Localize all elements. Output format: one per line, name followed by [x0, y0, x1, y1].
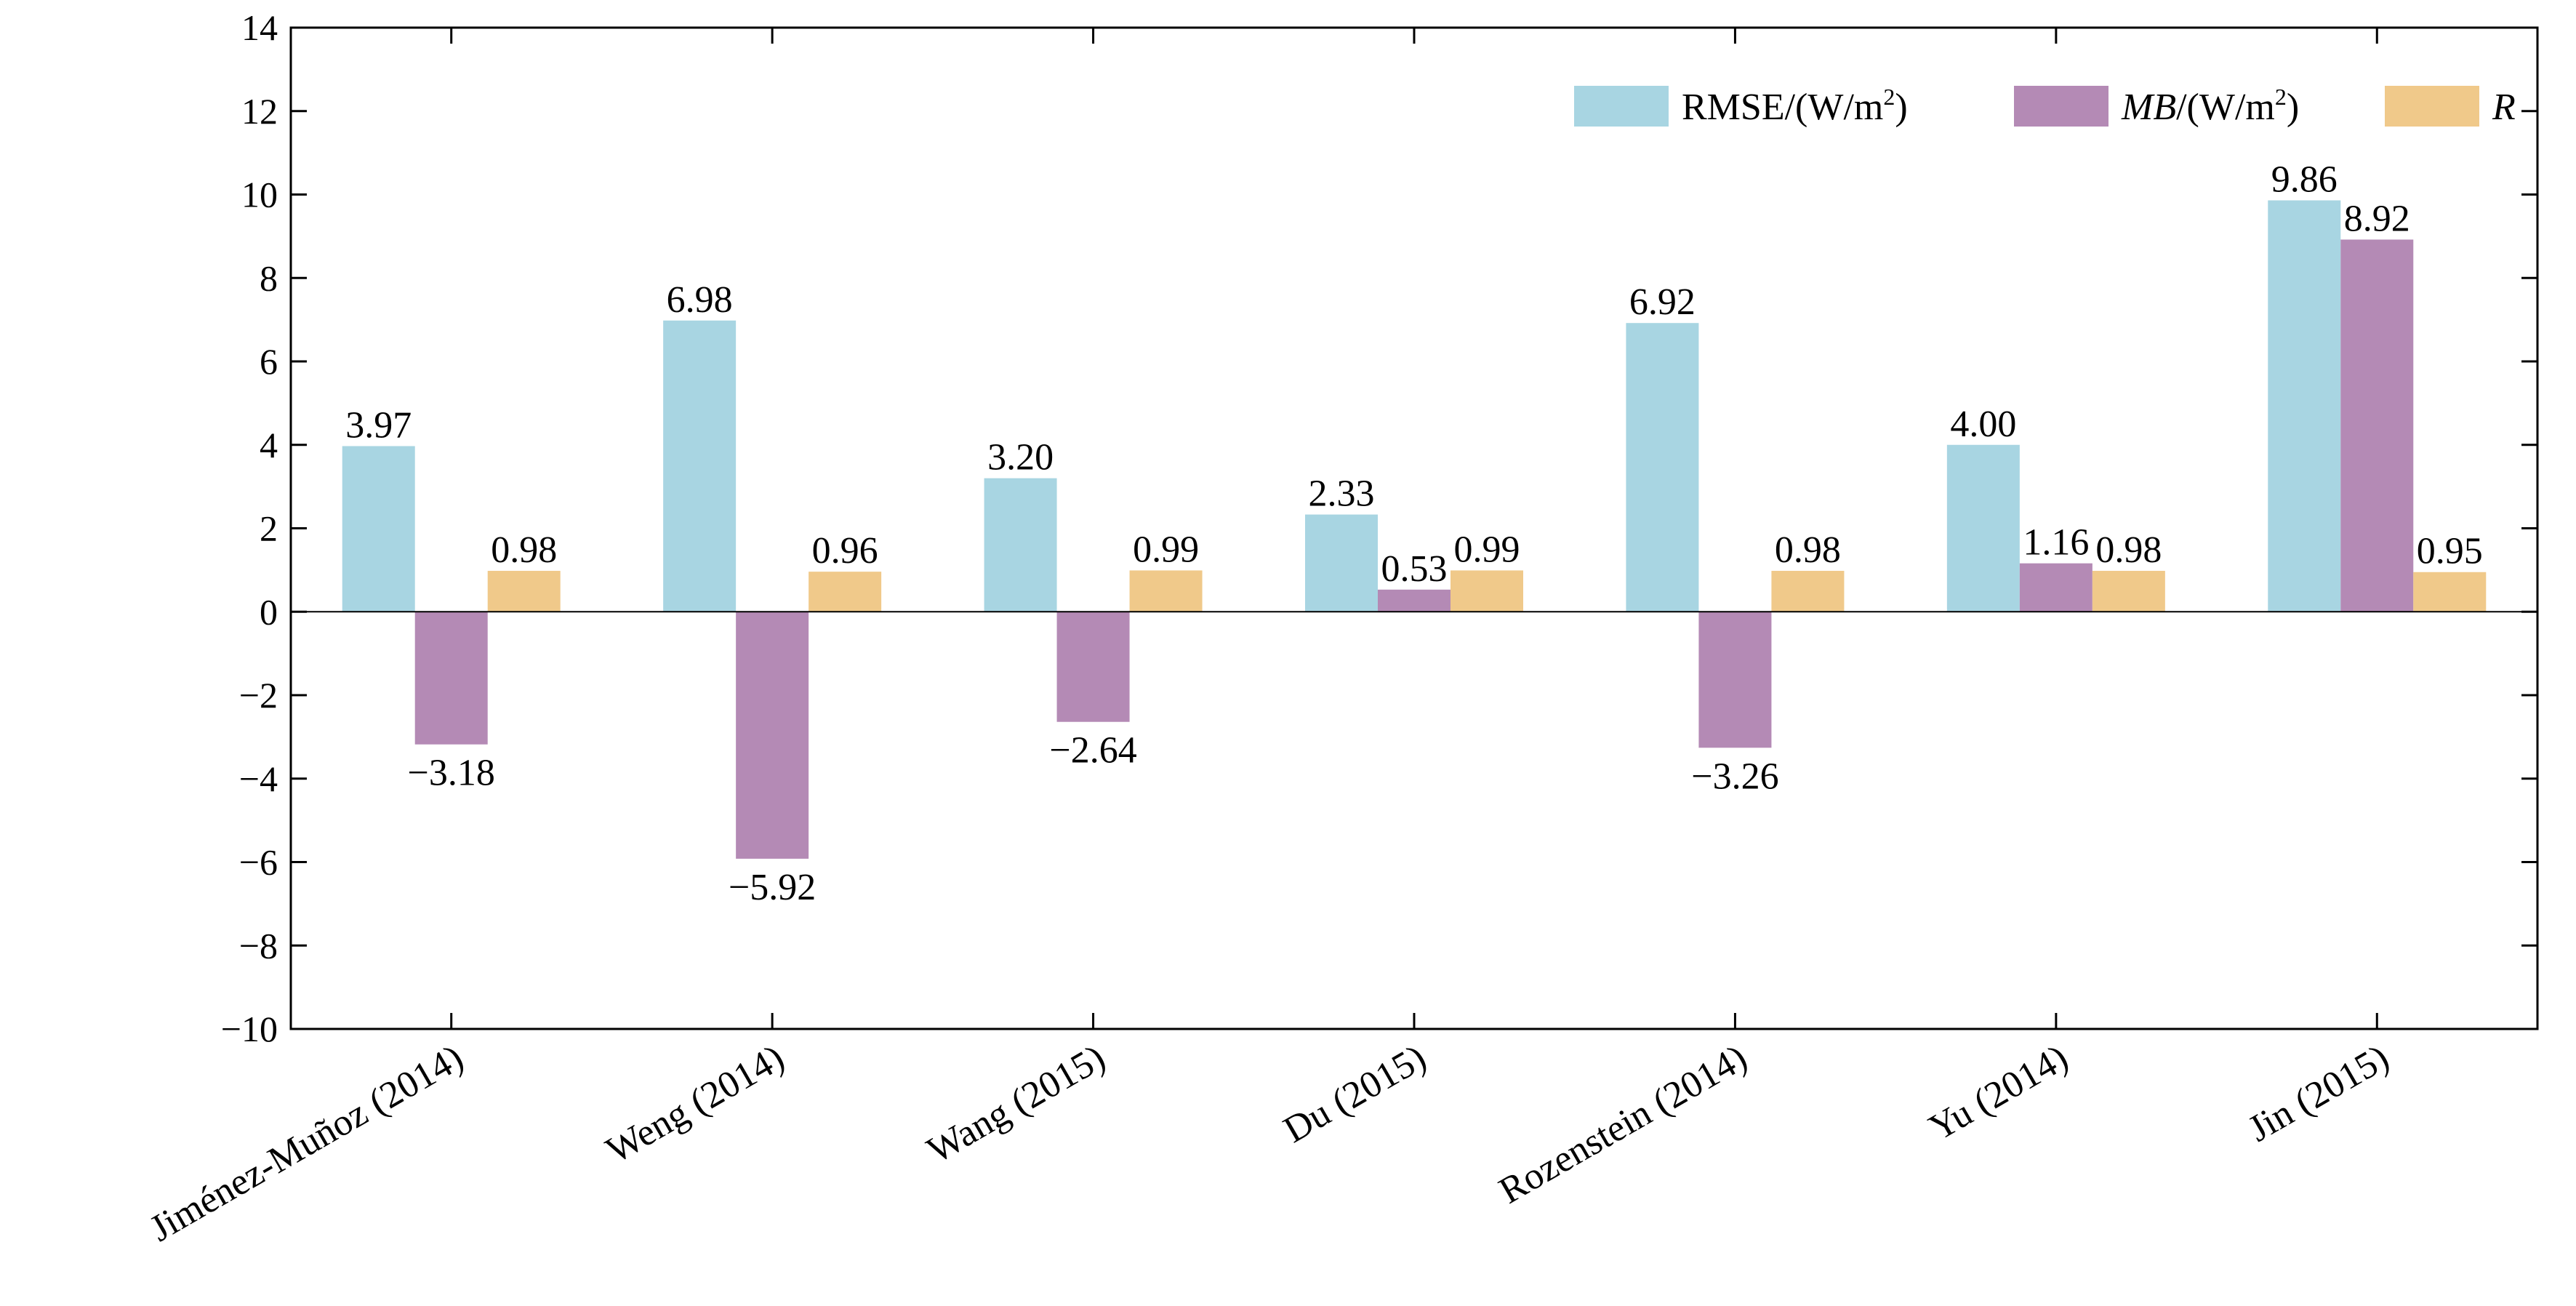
y-tick-label-2: −6 [239, 842, 278, 883]
axes-layer: −10 −8 −6 −4 −2 0 2 4 6 8 10 12 14 Jiménez-Muñoz (201… [143, 7, 2539, 1250]
bar-series-1-cat-5 [2019, 563, 2093, 612]
bar-series-2-cat-6 [2413, 572, 2487, 612]
y-tick-label-9: 8 [260, 257, 278, 298]
bar-series-2-cat-1 [808, 572, 882, 612]
bar-series-2-cat-0 [487, 571, 561, 612]
data-label-series-0-cat-3: 2.33 [1309, 473, 1375, 515]
bar-series-2-cat-2 [1129, 570, 1203, 612]
data-label-series-2-cat-5: 0.98 [2095, 529, 2162, 571]
data-label-series-1-cat-4: −3.26 [1691, 756, 1778, 797]
data-label-series-1-cat-0: −3.18 [408, 753, 495, 794]
legend-main-1: /(W/m [2176, 87, 2275, 128]
data-labels-layer: 3.97 6.98 3.20 2.33 6.92 4.00 9.86 −3.18 −5.92 −2… [345, 159, 2483, 908]
bar-series-0-cat-3 [1305, 514, 1378, 612]
data-label-series-1-cat-2: −2.64 [1049, 730, 1136, 772]
category-label-6: Jin (2015) [2242, 1037, 2396, 1150]
data-label-series-1-cat-6: 8.92 [2344, 198, 2410, 239]
legend-tail-1: ) [2287, 87, 2299, 128]
y-tick-label-7: 4 [260, 425, 278, 465]
legend-sup-0: 2 [1883, 84, 1895, 110]
bar-series-2-cat-4 [1771, 571, 1845, 612]
data-label-series-2-cat-6: 0.95 [2417, 531, 2483, 572]
y-tick-label-10: 10 [241, 175, 278, 215]
y-tick-label-3: −4 [239, 758, 278, 799]
legend-tail-0: ) [1895, 87, 1907, 128]
y-tick-label-0: −10 [221, 1009, 278, 1049]
legend-label-0: RMSE/(W/m2) [1682, 84, 1908, 128]
bar-series-1-cat-1 [736, 612, 809, 859]
bar-series-1-cat-2 [1056, 612, 1130, 722]
data-label-series-0-cat-4: 6.92 [1629, 281, 1696, 323]
y-tick-label-8: 6 [260, 341, 278, 382]
legend-swatch-2 [2385, 86, 2479, 127]
legend-swatch-0 [1574, 86, 1669, 127]
category-label-0: Jiménez-Muñoz (2014) [143, 1037, 470, 1250]
bar-series-0-cat-4 [1626, 323, 1699, 612]
bar-series-1-cat-4 [1698, 612, 1772, 748]
bar-series-1-cat-6 [2340, 239, 2414, 612]
bar-series-0-cat-6 [2268, 200, 2341, 612]
legend: RMSE/(W/m2) MB/(W/m2) R [1574, 84, 2516, 128]
bar-series-0-cat-0 [342, 446, 415, 612]
legend-label-1: MB/(W/m2) [2121, 84, 2299, 128]
data-label-series-1-cat-5: 1.16 [2023, 522, 2089, 564]
data-label-series-0-cat-2: 3.20 [987, 437, 1054, 478]
y-tick-label-4: −2 [239, 675, 278, 716]
legend-label-2: R [2492, 87, 2516, 128]
data-label-series-2-cat-0: 0.98 [491, 529, 557, 571]
bar-series-0-cat-2 [984, 478, 1057, 612]
category-label-3: Du (2015) [1277, 1037, 1433, 1151]
data-label-series-2-cat-1: 0.96 [812, 530, 878, 572]
y-tick-label-1: −8 [239, 925, 278, 966]
legend-swatch-1 [2014, 86, 2108, 127]
y-tick-label-6: 2 [260, 508, 278, 549]
plot-frame [289, 26, 2539, 1030]
y-tick-label-5: 0 [260, 591, 278, 632]
data-label-series-0-cat-5: 4.00 [1950, 404, 2016, 445]
data-label-series-0-cat-1: 6.98 [667, 279, 733, 321]
y-tick-label-12: 14 [241, 7, 278, 48]
category-label-2: Wang (2015) [920, 1037, 1112, 1171]
data-label-series-0-cat-0: 3.97 [345, 404, 412, 446]
data-label-series-2-cat-4: 0.98 [1775, 529, 1841, 571]
data-label-series-2-cat-3: 0.99 [1454, 529, 1520, 570]
data-label-series-1-cat-1: −5.92 [729, 867, 816, 908]
bar-series-1-cat-3 [1378, 589, 1450, 612]
y-tick-label-11: 12 [241, 91, 278, 132]
category-label-4: Rozenstein (2014) [1493, 1037, 1754, 1212]
bar-series-2-cat-3 [1450, 570, 1523, 612]
bar-series-1-cat-0 [414, 612, 488, 745]
bars-layer [342, 200, 2487, 859]
data-label-series-1-cat-3: 0.53 [1381, 548, 1448, 590]
bar-series-0-cat-1 [663, 320, 737, 612]
bar-series-2-cat-5 [2092, 571, 2165, 612]
data-label-series-0-cat-6: 9.86 [2271, 159, 2338, 201]
legend-main-0: RMSE/(W/m [1682, 87, 1883, 128]
legend-italic-2: R [2492, 87, 2516, 128]
legend-italic-1: MB [2121, 87, 2176, 128]
data-label-series-2-cat-2: 0.99 [1133, 529, 1199, 570]
bar-series-0-cat-5 [1946, 444, 2020, 612]
category-label-5: Yu (2014) [1922, 1037, 2075, 1149]
category-label-1: Weng (2014) [599, 1037, 791, 1171]
legend-sup-1: 2 [2275, 84, 2287, 110]
